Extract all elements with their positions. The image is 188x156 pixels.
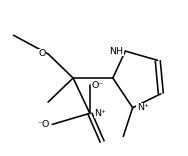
- Text: N⁺: N⁺: [137, 103, 149, 112]
- Text: N⁺: N⁺: [94, 109, 106, 118]
- Text: O⁻: O⁻: [92, 81, 104, 90]
- Text: NH: NH: [109, 47, 123, 56]
- Text: ⁻O: ⁻O: [38, 120, 50, 129]
- Text: O: O: [39, 49, 46, 58]
